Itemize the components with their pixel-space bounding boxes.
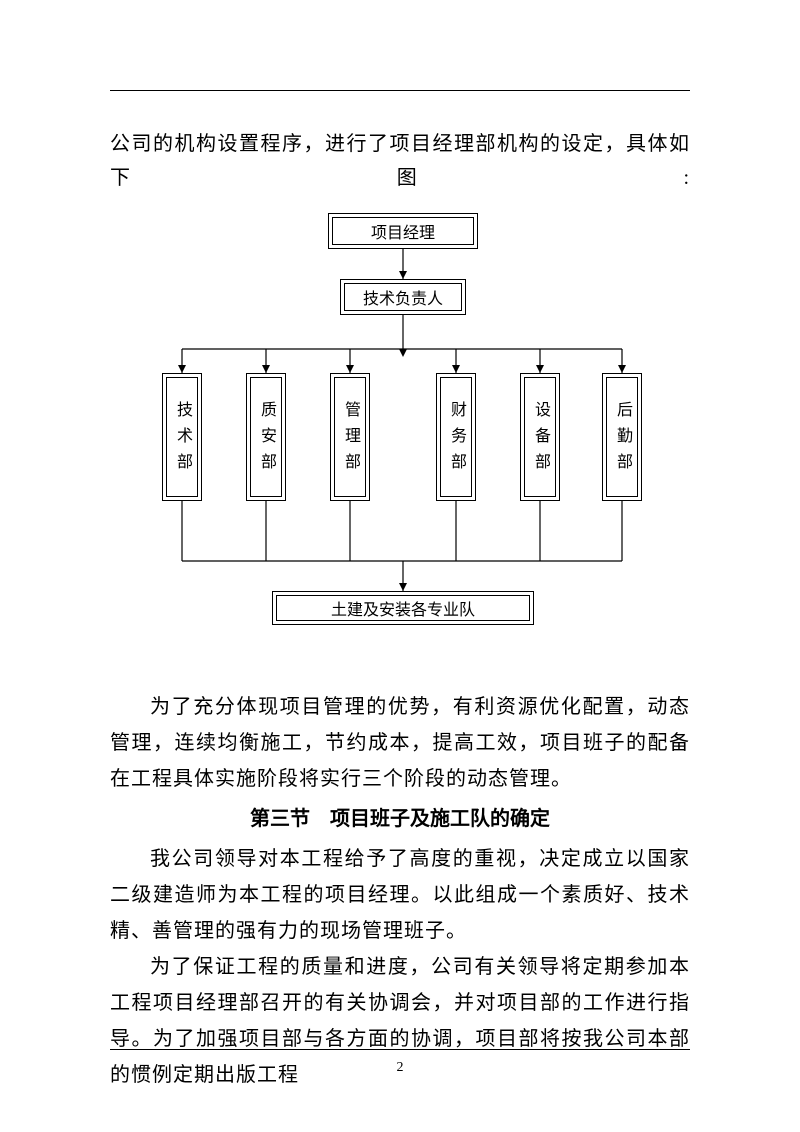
org-chart: 项目经理技术负责人技术部 质安部 管理部 财务部 设备部 后勤部土建及安装各专业队 [140, 213, 660, 643]
org-node-label: 项目经理 [371, 219, 435, 243]
org-node-label: 设备部 [528, 395, 552, 479]
org-node-label: 技术负责人 [363, 285, 443, 309]
org-node-d5: 设备部 [520, 373, 560, 501]
org-node-d3: 管理部 [330, 373, 370, 501]
paragraph-1: 为了充分体现项目管理的优势，有利资源优化配置，动态管理，连续均衡施工，节约成本，… [110, 689, 690, 797]
org-node-label: 土建及安装各专业队 [331, 596, 475, 620]
org-node-team: 土建及安装各专业队 [272, 591, 534, 625]
org-node-pm: 项目经理 [328, 213, 478, 249]
org-node-d1: 技术部 [162, 373, 202, 501]
org-node-label: 后勤部 [610, 395, 634, 479]
org-chart-svg [140, 213, 660, 643]
org-node-tech: 技术负责人 [340, 279, 466, 315]
header-rule [110, 90, 690, 91]
org-node-d4: 财务部 [436, 373, 476, 501]
org-node-label: 管理部 [338, 395, 362, 479]
page-number: 2 [110, 1060, 690, 1076]
org-node-d2: 质安部 [246, 373, 286, 501]
paragraph-2: 我公司领导对本工程给予了高度的重视，决定成立以国家二级建造师为本工程的项目经理。… [110, 841, 690, 949]
footer-rule [110, 1049, 690, 1050]
org-node-label: 质安部 [254, 395, 278, 479]
org-node-label: 财务部 [444, 395, 468, 479]
org-node-label: 技术部 [170, 395, 194, 479]
intro-text: 公司的机构设置程序，进行了项目经理部机构的设定，具体如下图: [110, 127, 690, 195]
org-node-d6: 后勤部 [602, 373, 642, 501]
section-title: 第三节 项目班子及施工队的确定 [110, 799, 690, 839]
